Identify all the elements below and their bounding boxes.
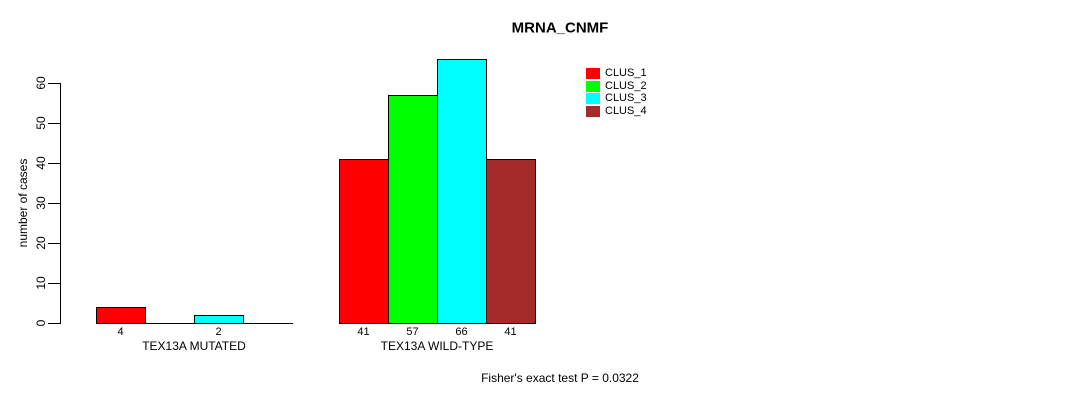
- legend-item: CLUS_3: [586, 93, 647, 106]
- legend: CLUS_1 CLUS_2 CLUS_3 CLUS_4: [586, 67, 647, 118]
- bar-clus_1: [339, 159, 389, 324]
- bar-clus_2: [388, 95, 438, 324]
- y-tick-label: 60: [34, 76, 48, 90]
- y-tick-label: 40: [34, 156, 48, 170]
- y-axis-line: [60, 83, 61, 324]
- bar-value-label: 41: [504, 326, 517, 338]
- legend-swatch-clus_4: [586, 106, 600, 118]
- bar-clus_1: [96, 307, 146, 324]
- chart-title: MRNA_CNMF: [511, 19, 609, 37]
- y-tick-label: 20: [34, 236, 48, 250]
- bar-value-label: 4: [117, 326, 124, 338]
- y-axis-tick: [48, 123, 60, 124]
- bar-clus_4: [486, 159, 536, 324]
- bar-clus_3: [437, 59, 487, 324]
- stat-annotation: Fisher's exact test P = 0.0322: [481, 371, 639, 385]
- legend-item: CLUS_2: [586, 80, 647, 93]
- y-axis-tick: [48, 323, 60, 324]
- y-tick-label: 30: [34, 196, 48, 210]
- legend-swatch-clus_3: [586, 93, 600, 105]
- legend-label: CLUS_4: [605, 105, 647, 118]
- y-axis-tick: [48, 243, 60, 244]
- y-axis-tick: [48, 83, 60, 84]
- y-axis-tick: [48, 163, 60, 164]
- bar-value-label: 57: [406, 326, 419, 338]
- y-tick-label: 10: [34, 276, 48, 290]
- bar-value-label: 41: [357, 326, 370, 338]
- legend-item: CLUS_4: [586, 105, 647, 118]
- y-axis-tick: [48, 283, 60, 284]
- y-tick-label: 50: [34, 116, 48, 130]
- legend-item: CLUS_1: [586, 67, 647, 80]
- legend-swatch-clus_2: [586, 80, 600, 92]
- legend-label: CLUS_2: [605, 79, 647, 92]
- legend-label: CLUS_1: [605, 66, 647, 79]
- bar-value-label: 2: [215, 326, 222, 338]
- x-group-label: TEX13A MUTATED: [142, 339, 246, 353]
- y-axis-tick: [48, 203, 60, 204]
- legend-swatch-clus_1: [586, 67, 600, 79]
- bar-value-label: 66: [455, 326, 468, 338]
- y-tick-label: 0: [34, 319, 48, 327]
- bar-clus_3: [194, 315, 244, 324]
- x-group-label: TEX13A WILD-TYPE: [380, 339, 494, 353]
- legend-label: CLUS_3: [605, 92, 647, 105]
